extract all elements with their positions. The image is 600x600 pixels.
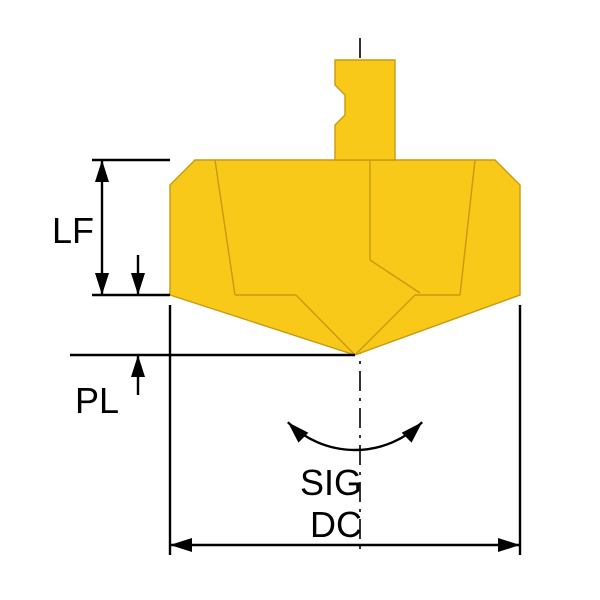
pl-label: PL: [75, 380, 119, 421]
dc-label: DC: [310, 504, 362, 545]
tool-body: [170, 160, 520, 355]
technical-diagram: LF PL DCSIG: [0, 0, 600, 600]
tool-shank: [335, 60, 395, 160]
sig-arc: [288, 422, 422, 450]
sig-label: SIG: [300, 462, 362, 503]
lf-label: LF: [52, 210, 94, 251]
